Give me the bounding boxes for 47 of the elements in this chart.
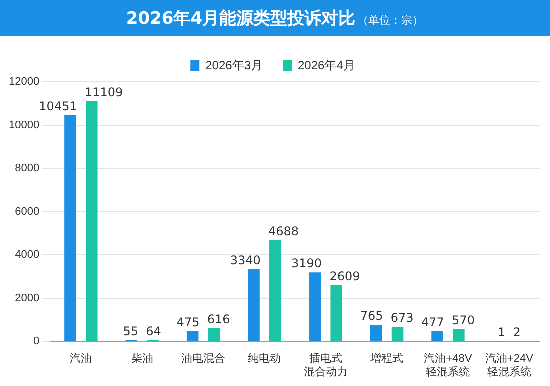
data-label: 3190 xyxy=(292,256,322,271)
y-tick-label: 10000 xyxy=(8,119,40,132)
x-tick-label: 油电混合 xyxy=(182,352,226,366)
x-tick-label: 纯电动 xyxy=(248,352,282,366)
data-label: 1 xyxy=(498,326,506,340)
y-tick-label: 6000 xyxy=(15,206,40,218)
bar xyxy=(309,272,322,342)
data-label: 11109 xyxy=(84,85,124,100)
y-tick-label: 4000 xyxy=(15,249,40,262)
bar xyxy=(186,331,199,342)
data-label: 64 xyxy=(146,324,162,338)
x-tick-label: 增程式 xyxy=(370,352,404,366)
data-label: 2609 xyxy=(330,269,360,284)
bar xyxy=(370,325,382,342)
bar xyxy=(86,101,98,342)
data-label: 570 xyxy=(452,313,475,328)
bar xyxy=(248,269,260,342)
bar xyxy=(64,116,76,342)
legend-label: 2026年4月 xyxy=(298,58,356,72)
bar xyxy=(208,328,220,342)
data-label: 4688 xyxy=(268,224,300,238)
bar xyxy=(330,285,342,342)
data-label: 2 xyxy=(513,326,521,340)
data-label: 673 xyxy=(390,311,414,326)
x-tick-label: 汽油 xyxy=(70,352,92,366)
x-tick-label: 汽油+48V轻混系统 xyxy=(424,352,473,378)
data-label: 477 xyxy=(422,315,444,330)
chart-subtitle: （单位：宗） xyxy=(358,12,424,28)
data-label: 475 xyxy=(176,315,200,330)
x-tick-label: 柴油 xyxy=(131,352,154,366)
y-tick-label: 2000 xyxy=(15,292,40,304)
bar xyxy=(453,329,465,342)
bar xyxy=(270,240,282,342)
legend-label: 2026年3月 xyxy=(206,58,264,72)
data-label: 55 xyxy=(123,324,139,339)
y-tick-label: 8000 xyxy=(15,162,40,175)
data-label: 3340 xyxy=(230,253,261,268)
data-label: 765 xyxy=(360,309,384,324)
y-tick-label: 12000 xyxy=(8,76,40,88)
y-tick-label: 0 xyxy=(33,336,40,348)
bar xyxy=(392,327,404,342)
bar xyxy=(432,331,444,342)
chart-title: 2026年4月能源类型投诉对比 xyxy=(126,8,356,30)
data-label: 10451 xyxy=(39,100,78,114)
data-label: 616 xyxy=(207,312,230,326)
x-tick-label: 汽油+24V轻混系统 xyxy=(485,352,534,378)
x-tick-label: 插电式混合动力 xyxy=(304,352,348,378)
